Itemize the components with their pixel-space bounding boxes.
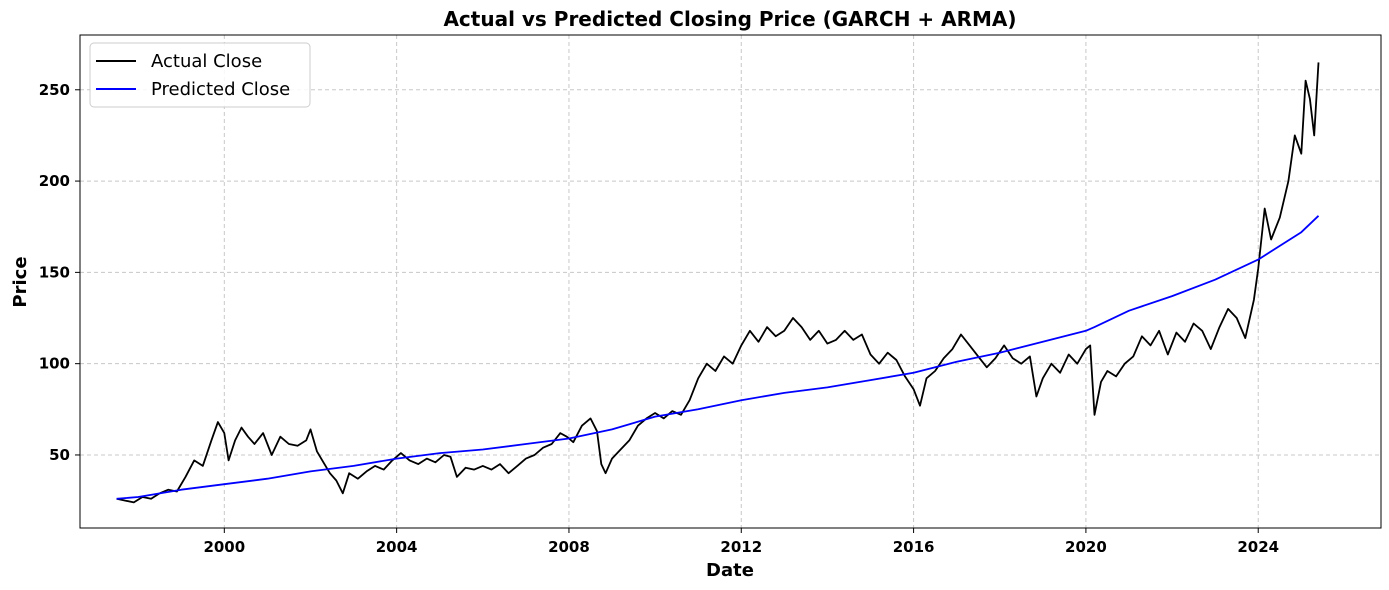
x-axis-ticks: 2000 2004 2008 2012 2016 2020 2024	[203, 528, 1279, 556]
series-line-actual-close	[116, 62, 1320, 504]
x-tick-label: 2024	[1237, 538, 1279, 556]
x-tick-label: 2000	[203, 538, 245, 556]
series-line-predicted-close	[116, 215, 1320, 500]
legend: Actual Close Predicted Close	[89, 42, 311, 108]
x-tick-label: 2004	[376, 538, 418, 556]
y-tick-label: 250	[39, 81, 70, 99]
x-tick-label: 2016	[893, 538, 935, 556]
y-tick-label: 100	[39, 355, 70, 373]
x-axis-title: Date	[706, 560, 754, 581]
y-tick-label: 50	[49, 446, 70, 464]
y-tick-label: 200	[39, 172, 70, 190]
series-lines	[116, 62, 1320, 504]
legend-box	[89, 42, 311, 108]
y-axis-ticks: 50 100 150 200 250	[39, 81, 80, 464]
y-axis-title: Price	[10, 256, 31, 307]
chart-title: Actual vs Predicted Closing Price (GARCH…	[443, 7, 1016, 31]
legend-label-predicted: Predicted Close	[151, 79, 290, 100]
legend-label-actual: Actual Close	[151, 51, 262, 72]
plot-frame	[79, 34, 1382, 529]
x-tick-label: 2020	[1065, 538, 1107, 556]
y-tick-label: 150	[39, 263, 70, 281]
x-tick-label: 2012	[720, 538, 762, 556]
grid	[80, 35, 1381, 528]
x-tick-label: 2008	[548, 538, 590, 556]
